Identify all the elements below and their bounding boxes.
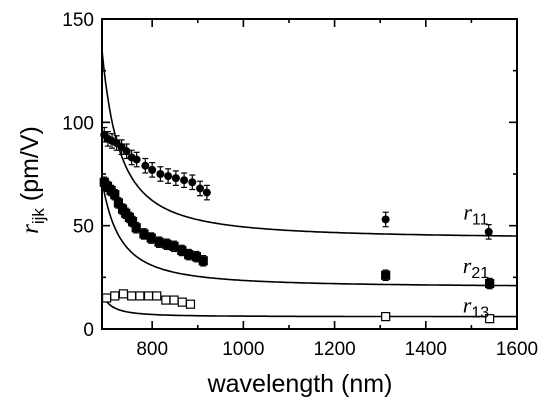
data-point-square bbox=[118, 289, 129, 299]
y-tick-label: 0 bbox=[83, 320, 94, 341]
data-point-square bbox=[381, 270, 391, 280]
series-label-sub: 13 bbox=[471, 304, 489, 321]
data-point-square bbox=[485, 278, 495, 289]
data-point-circle bbox=[188, 178, 197, 187]
data-point-circle bbox=[148, 165, 157, 174]
data-point-circle bbox=[141, 161, 150, 170]
data-point-circle bbox=[164, 172, 173, 181]
y-tick-label: 150 bbox=[62, 10, 94, 31]
x-tick-label: 1000 bbox=[222, 339, 264, 360]
y-axis-title: rijk (pm/V) bbox=[16, 126, 48, 234]
data-point-square bbox=[152, 291, 162, 301]
y-tick-label: 50 bbox=[73, 217, 94, 238]
data-point-square bbox=[135, 291, 145, 301]
data-point-square bbox=[101, 293, 112, 303]
series-label: r11 bbox=[463, 199, 488, 228]
data-point-square bbox=[127, 291, 137, 301]
x-axis-title: wavelength (nm) bbox=[207, 370, 393, 398]
series-label-sub: 21 bbox=[471, 265, 489, 282]
data-point-square bbox=[169, 295, 179, 305]
data-point-square bbox=[381, 312, 391, 322]
fit-curve bbox=[101, 293, 517, 318]
data-point-square bbox=[184, 250, 194, 260]
data-point-square bbox=[131, 223, 141, 233]
x-tick-label: 800 bbox=[136, 339, 168, 360]
data-point-circle bbox=[381, 215, 390, 224]
y-axis-title-unit: (pm/V) bbox=[16, 126, 44, 208]
data-point-square bbox=[110, 291, 120, 301]
data-point-circle bbox=[122, 147, 131, 156]
x-tick-label: 1400 bbox=[405, 339, 447, 360]
y-tick-label: 100 bbox=[62, 113, 94, 134]
series-label-main: r bbox=[463, 292, 472, 317]
fit-curve bbox=[101, 180, 517, 287]
data-point-square bbox=[198, 256, 208, 266]
y-axis-title-main: r bbox=[17, 224, 44, 234]
series-label-sub: 11 bbox=[472, 211, 489, 228]
data-point-square bbox=[177, 297, 187, 307]
x-tick-label: 1600 bbox=[496, 339, 538, 360]
axes: 800 1000 1200 1400 1600 0 50 100 150 bbox=[62, 10, 538, 360]
x-tick-label: 1200 bbox=[313, 339, 355, 360]
series-label: r21 bbox=[463, 253, 489, 282]
data-point-square bbox=[485, 314, 495, 324]
data-point-square bbox=[154, 237, 164, 247]
data-point-circle bbox=[202, 188, 211, 197]
data-point-square bbox=[185, 299, 196, 309]
y-axis-title-sub: ijk bbox=[29, 208, 48, 225]
data-point-circle bbox=[171, 174, 180, 183]
data-points bbox=[99, 126, 495, 324]
data-point-circle bbox=[180, 176, 189, 185]
data-point-square bbox=[169, 241, 179, 251]
data-point-square bbox=[146, 233, 156, 243]
series-label-main: r bbox=[463, 199, 472, 224]
fit-curve bbox=[101, 49, 517, 237]
data-point-circle bbox=[132, 155, 141, 164]
series-label: r13 bbox=[463, 292, 489, 321]
data-point-square bbox=[143, 291, 154, 301]
data-point-circle bbox=[484, 227, 493, 236]
data-point-circle bbox=[156, 170, 165, 178]
data-point-square bbox=[161, 295, 171, 305]
series-label-main: r bbox=[463, 253, 472, 278]
data-point-circle bbox=[196, 184, 205, 193]
fit-curves bbox=[101, 49, 517, 318]
